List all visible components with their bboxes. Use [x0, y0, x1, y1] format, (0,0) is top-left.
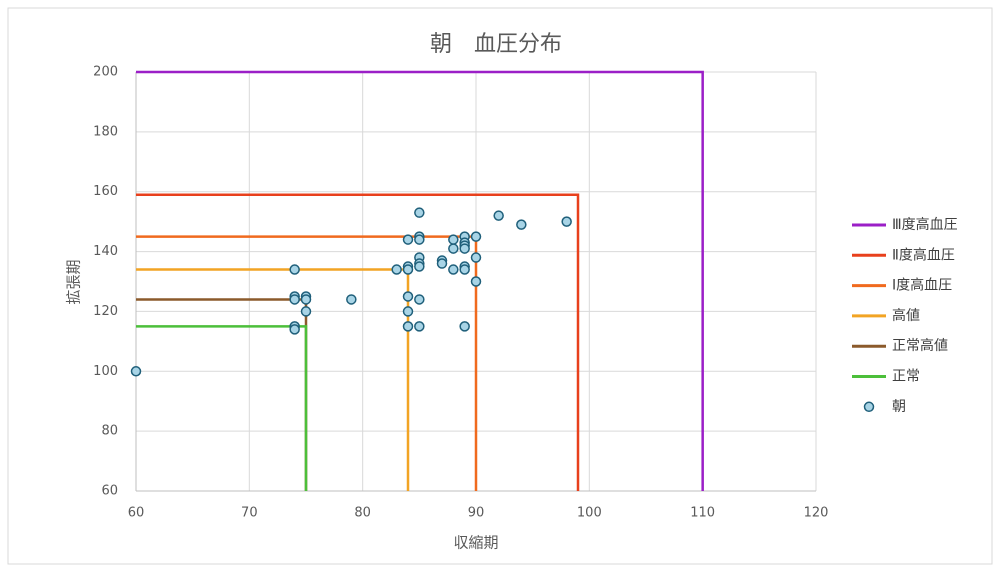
y-tick-label: 100	[93, 364, 118, 379]
x-tick-label: 70	[241, 506, 258, 521]
data-point	[448, 243, 459, 254]
x-axis-title: 収縮期	[453, 534, 498, 552]
data-point	[300, 306, 312, 317]
x-tick-label: 120	[804, 506, 829, 521]
legend-label: Ⅰ度高血圧	[892, 277, 952, 294]
legend-label: 正常高値	[892, 337, 948, 354]
x-tick-label: 80	[354, 506, 371, 521]
data-point	[346, 294, 357, 305]
data-point	[470, 252, 482, 263]
x-tick-label: 110	[690, 506, 715, 521]
data-point	[402, 264, 414, 275]
data-point	[459, 264, 470, 275]
y-tick-label: 120	[93, 304, 118, 319]
chart-frame	[7, 7, 993, 565]
chart-title: 朝 血圧分布	[430, 32, 562, 57]
series-line	[136, 325, 308, 491]
data-point	[402, 291, 414, 302]
series-line	[136, 193, 580, 491]
data-point	[289, 294, 300, 305]
legend-label: Ⅲ度高血圧	[892, 216, 958, 233]
data-point	[470, 276, 482, 287]
data-point	[414, 261, 425, 272]
data-point	[516, 219, 527, 230]
y-axis-title: 拡張期	[65, 259, 83, 304]
data-point	[414, 294, 425, 305]
legend-label: Ⅱ度高血圧	[892, 246, 955, 263]
data-point	[561, 216, 572, 227]
data-point	[470, 231, 482, 242]
data-point	[402, 234, 414, 245]
y-tick-label: 140	[93, 244, 118, 259]
data-point	[414, 234, 425, 245]
data-point	[402, 306, 414, 317]
data-point	[402, 321, 414, 332]
data-point	[448, 264, 459, 275]
legend-swatch	[863, 401, 875, 413]
legend-label: 朝	[892, 399, 906, 415]
data-point	[459, 321, 470, 332]
x-tick-label: 60	[128, 506, 145, 521]
data-point	[448, 234, 459, 245]
y-tick-label: 60	[101, 484, 118, 499]
data-point	[130, 366, 142, 377]
y-tick-label: 180	[93, 124, 118, 139]
data-point	[493, 210, 504, 221]
y-tick-label: 160	[93, 184, 118, 199]
legend-label: 正常	[892, 369, 920, 385]
series-line	[136, 70, 704, 491]
data-point	[459, 243, 470, 254]
data-point	[414, 207, 425, 218]
x-tick-label: 100	[577, 506, 602, 521]
data-point	[289, 324, 300, 335]
y-tick-label: 200	[93, 65, 118, 80]
y-tick-label: 80	[101, 424, 118, 439]
x-tick-label: 90	[468, 506, 485, 521]
data-point	[436, 258, 448, 269]
data-point	[391, 264, 402, 275]
data-point	[300, 294, 312, 305]
legend-label: 高値	[892, 307, 920, 324]
data-point	[289, 264, 300, 275]
data-point	[414, 321, 425, 332]
